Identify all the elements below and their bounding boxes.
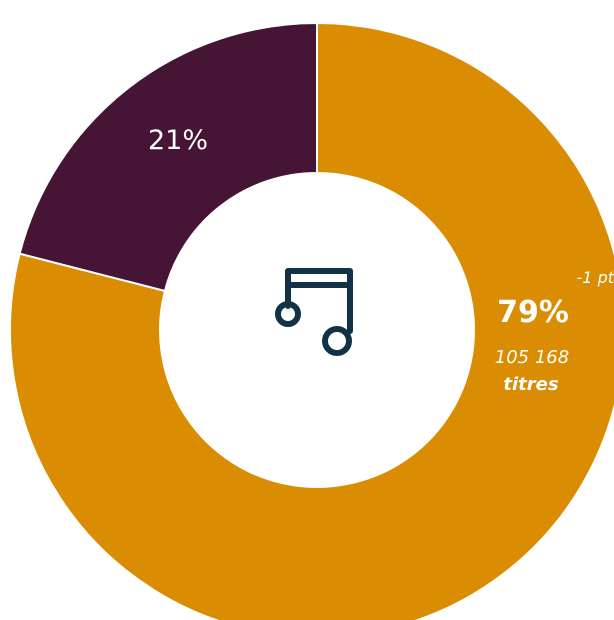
slice-label-large-unit: titres	[503, 374, 558, 395]
donut-slices	[9, 21, 614, 620]
slice-label-large-percent: 79%	[497, 295, 569, 330]
slice-label-small-percent: 21%	[148, 125, 208, 156]
slice-label-large-change: -1 pt	[577, 268, 614, 287]
slice-label-large-count: 105 168	[495, 347, 569, 368]
music-note-icon	[275, 268, 353, 356]
donut-slice-0	[9, 21, 614, 620]
donut-slice-1	[18, 21, 318, 293]
